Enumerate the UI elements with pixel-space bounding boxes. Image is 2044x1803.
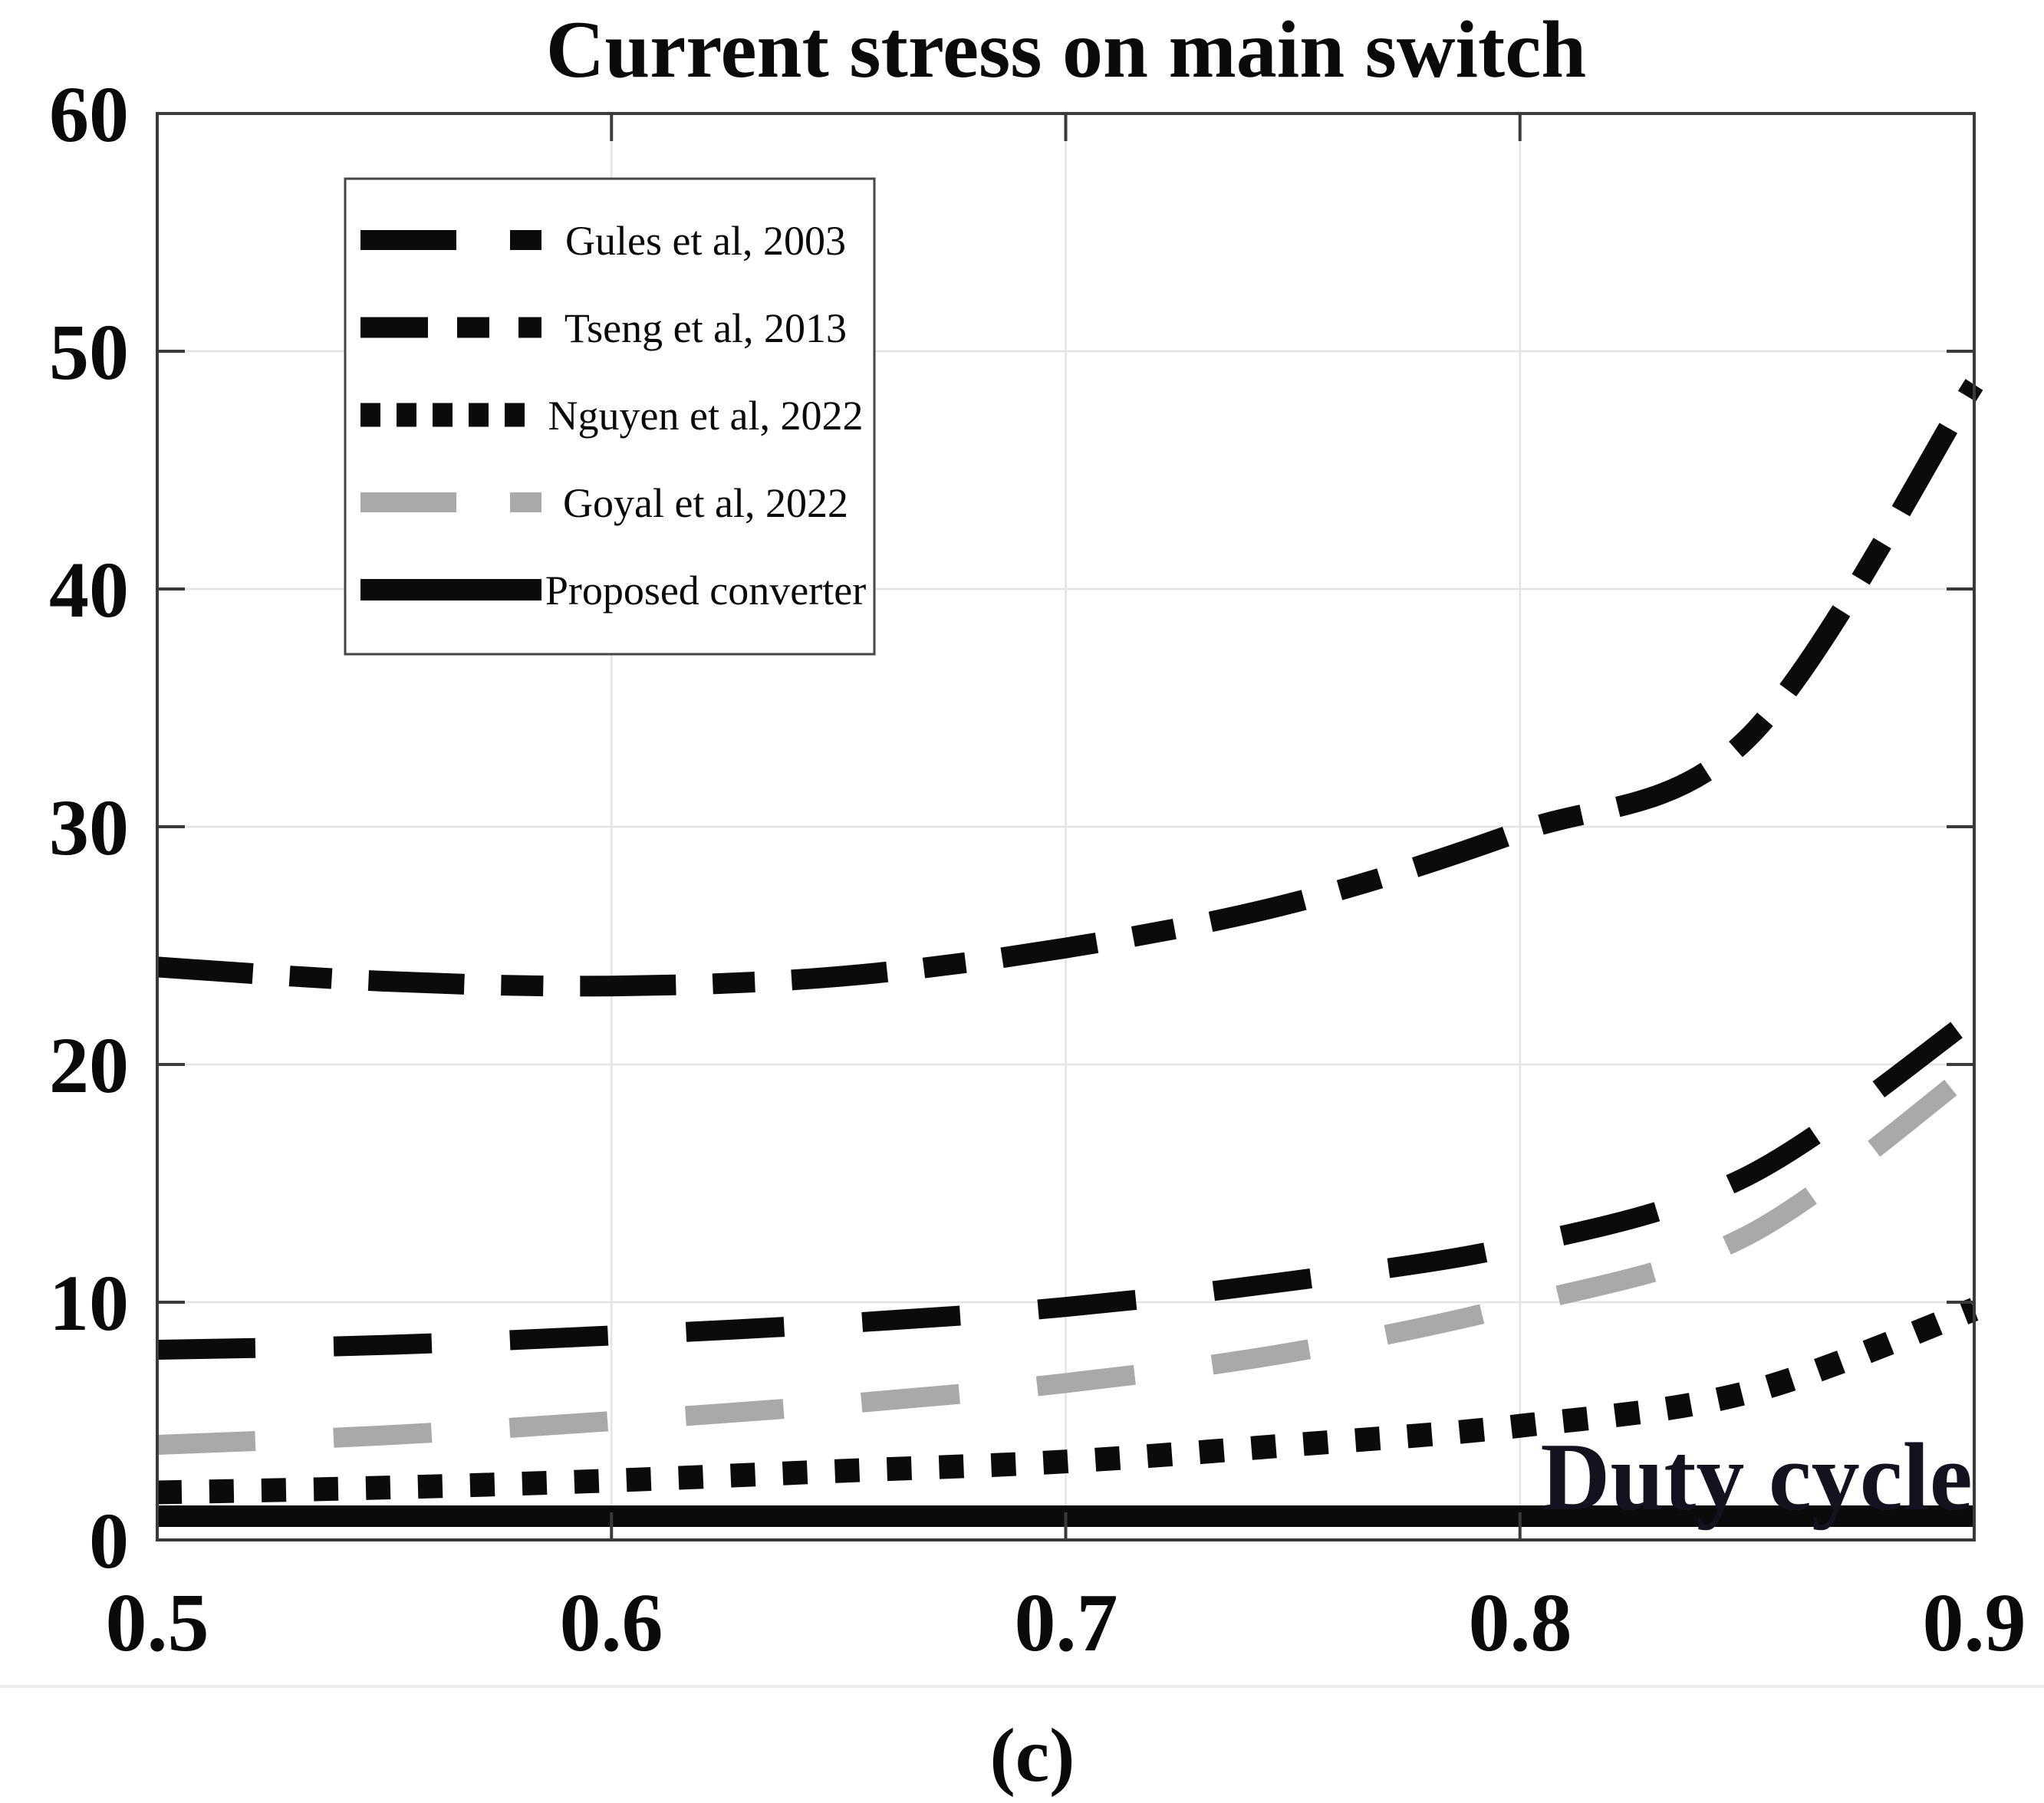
chart-title: Current stress on main switch: [546, 5, 1586, 94]
legend-item-label: Goyal et al, 2022: [563, 480, 848, 526]
legend-item-label: Proposed converter: [545, 568, 866, 614]
y-tick-label-20: 20: [49, 1022, 129, 1110]
curve-goyal-et-al-2022: [156, 1061, 1980, 1455]
legend-samples: [360, 230, 541, 600]
y-tick-label-40: 40: [49, 546, 129, 634]
x-tick-label-07: 0.7: [1015, 1578, 1118, 1669]
legend-item-label: Nguyen et al, 2022: [548, 393, 864, 439]
x-tick-label-06: 0.6: [560, 1578, 663, 1669]
legend-item-label: Gules et al, 2003: [565, 218, 846, 264]
y-tick-label-50: 50: [49, 308, 129, 396]
curve-tseng-et-al-2013: [156, 379, 1983, 997]
curve-nguyen-et-al-2022: [156, 1298, 1979, 1505]
legend: Gules et al, 2003 Tseng et al, 2013 Nguy…: [344, 177, 876, 656]
tick-layer: [157, 114, 1974, 1540]
curve-gules-et-al-2003: [156, 1008, 1980, 1360]
figure-caption: (c): [990, 1713, 1075, 1798]
x-tick-label-05: 0.5: [106, 1578, 209, 1669]
y-tick-label-10: 10: [49, 1259, 129, 1347]
x-tick-label-08: 0.8: [1469, 1578, 1572, 1669]
legend-item-label: Tseng et al, 2013: [564, 305, 847, 351]
y-tick-label-30: 30: [49, 784, 129, 872]
y-tick-label-0: 0: [89, 1497, 129, 1585]
x-axis-label: Duty cycle: [1540, 1424, 1972, 1531]
x-tick-label-09: 0.9: [1923, 1578, 2026, 1669]
y-tick-label-60: 60: [49, 71, 129, 159]
